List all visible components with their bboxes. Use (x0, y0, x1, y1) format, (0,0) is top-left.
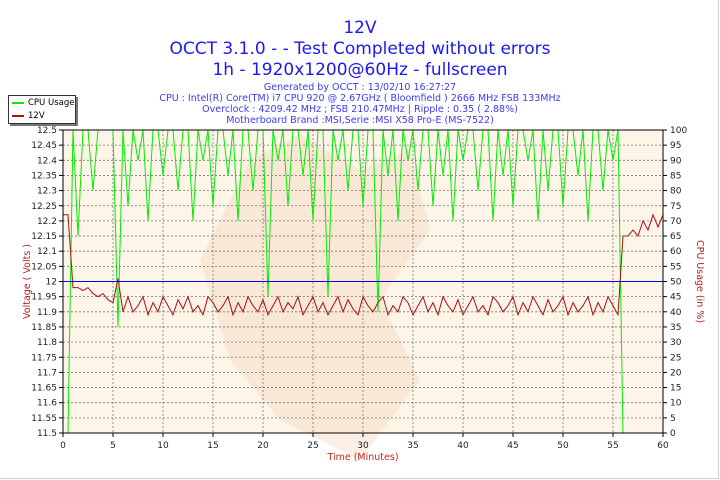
y2-tick-label: 30 (670, 338, 682, 348)
y2-tick-label: 50 (670, 278, 682, 288)
y-tick-label: 11.85 (31, 323, 57, 333)
legend-label: 12V (28, 111, 45, 121)
chart-title: 12V (343, 18, 377, 38)
y-tick-label: 12.1 (37, 247, 57, 257)
overclock-info: Overclock : 4209.42 MHz ; FSB 210.47MHz … (202, 104, 518, 115)
y2-tick-label: 90 (670, 156, 682, 166)
y2-tick-label: 85 (670, 171, 681, 181)
y-tick-label: 11.95 (31, 293, 57, 303)
y2-tick-label: 75 (670, 202, 681, 212)
y-tick-label: 12.35 (31, 171, 57, 181)
y2-tick-label: 100 (670, 126, 687, 136)
y-tick-label: 11.8 (37, 338, 57, 348)
motherboard-info: Motherboard Brand :MSI,Serie :MSI X58 Pr… (226, 115, 494, 126)
x-tick-label: 15 (207, 441, 218, 451)
generated-info: Generated by OCCT : 13/02/10 16:27:27 (263, 82, 457, 93)
legend-item-12v: 12V (12, 110, 75, 122)
y-tick-label: 12.15 (31, 232, 57, 242)
y2-tick-label: 20 (670, 368, 682, 378)
x-tick-label: 30 (357, 441, 369, 451)
y-axis-label: Voltage ( Volts ) (22, 244, 33, 319)
x-tick-label: 20 (257, 441, 269, 451)
y2-tick-label: 80 (670, 187, 682, 197)
y-tick-label: 12.2 (37, 217, 57, 227)
x-tick-label: 60 (657, 441, 669, 451)
watermark-logo (200, 135, 430, 460)
y2-tick-label: 35 (670, 323, 681, 333)
y2-tick-label: 60 (670, 247, 682, 257)
legend-item-cpu-usage: CPU Usage (12, 97, 75, 109)
y-tick-label: 12.25 (31, 202, 57, 212)
y-tick-label: 12.45 (31, 141, 57, 151)
y-tick-label: 11.55 (31, 414, 57, 424)
y2-tick-label: 0 (670, 429, 676, 439)
x-tick-label: 55 (607, 441, 618, 451)
y2-tick-label: 55 (670, 262, 681, 272)
y-tick-label: 12.5 (37, 126, 57, 136)
y-tick-label: 12.3 (37, 187, 57, 197)
y2-tick-label: 15 (670, 384, 681, 394)
chart-subtitle-mode: 1h - 1920x1200@60Hz - fullscreen (212, 60, 508, 80)
x-tick-label: 35 (407, 441, 418, 451)
y2-tick-label: 65 (670, 232, 681, 242)
y2-tick-label: 45 (670, 293, 681, 303)
cpu-info: CPU : Intel(R) Core(TM) i7 CPU 920 @ 2.6… (159, 93, 561, 104)
x-tick-label: 5 (110, 441, 116, 451)
y-tick-label: 11.65 (31, 384, 57, 394)
legend-swatch-12v (12, 115, 24, 117)
x-tick-label: 25 (307, 441, 318, 451)
y2-tick-label: 10 (670, 399, 682, 409)
y2-tick-label: 40 (670, 308, 682, 318)
chart-subtitle-status: OCCT 3.1.0 - - Test Completed without er… (169, 39, 551, 59)
y-tick-label: 12.05 (31, 262, 57, 272)
legend: CPU Usage 12V (8, 95, 76, 124)
y-tick-label: 12.4 (37, 156, 57, 166)
y2-tick-label: 5 (670, 414, 676, 424)
y-tick-label: 11.9 (37, 308, 57, 318)
y2-tick-label: 25 (670, 353, 681, 363)
y2-tick-label: 95 (670, 141, 681, 151)
series-line-12v (63, 213, 664, 317)
series-line-cpu-usage (63, 129, 663, 434)
y-tick-label: 12 (46, 278, 57, 288)
y-tick-label: 11.5 (37, 429, 57, 439)
legend-label: CPU Usage (28, 98, 75, 108)
y2-tick-label: 70 (670, 217, 682, 227)
x-tick-label: 40 (457, 441, 469, 451)
y-tick-label: 11.6 (37, 399, 57, 409)
x-tick-label: 45 (507, 441, 518, 451)
x-axis-label: Time (Minutes) (326, 452, 398, 463)
x-tick-label: 50 (557, 441, 569, 451)
y-tick-label: 11.7 (37, 368, 57, 378)
legend-swatch-cpu (12, 102, 24, 104)
y-tick-label: 11.75 (31, 353, 57, 363)
x-tick-label: 0 (60, 441, 66, 451)
y2-axis-label: CPU Usage (in %) (694, 240, 705, 323)
x-tick-label: 10 (157, 441, 169, 451)
